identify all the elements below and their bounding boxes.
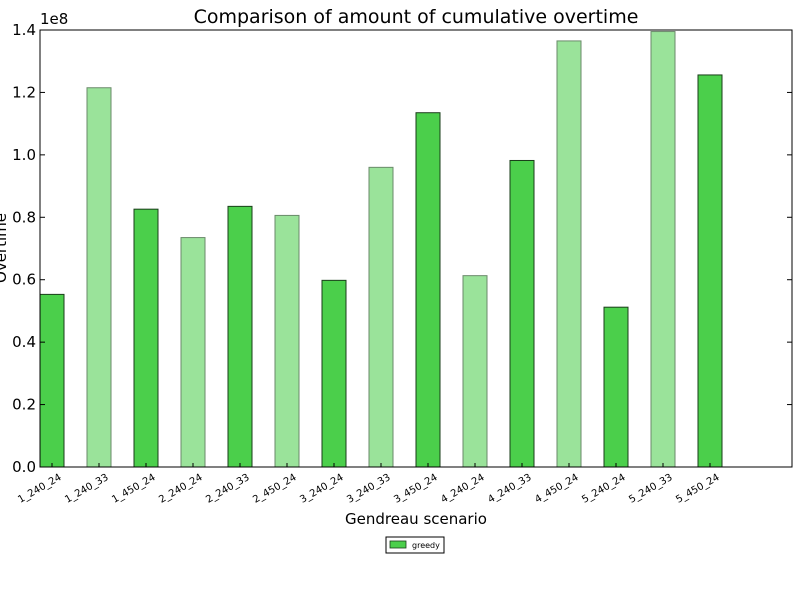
x-tick-label: 2_450_24 <box>251 472 298 506</box>
y-tick-label: 0.6 <box>12 271 36 289</box>
y-ticks-group: 0.0 0.2 0.4 0.6 0.8 1.0 1.2 1.4 <box>12 21 792 476</box>
x-tick-label: 1_240_33 <box>63 472 110 506</box>
bar-5_240_33 <box>650 31 676 468</box>
bar-1_450_24 <box>133 208 159 468</box>
x-tick-label: 1_240_24 <box>16 472 63 506</box>
bar-1_240_24 <box>39 293 65 468</box>
y-tick-label: 1.0 <box>12 146 36 164</box>
x-ticks-group: 1_240_24 1_240_33 1_450_24 2_240_24 2_240_33… <box>16 463 722 506</box>
bar-2_240_33 <box>227 205 253 468</box>
y-axis-label: Overtime <box>0 213 10 283</box>
y-tick-label: 0.4 <box>12 333 36 351</box>
x-tick-label: 2_240_24 <box>157 472 204 506</box>
y-offset-text: 1e8 <box>40 10 68 28</box>
x-tick-label: 5_450_24 <box>674 472 721 506</box>
legend: greedy <box>385 536 445 554</box>
y-tick-label: 1.4 <box>12 21 36 39</box>
bar-2_240_24 <box>180 237 206 468</box>
bar-4_450_24 <box>556 40 582 468</box>
y-tick-label: 0.0 <box>12 458 36 476</box>
bar-3_240_33 <box>368 166 394 468</box>
bar-3_450_24 <box>415 112 441 468</box>
y-tick-label: 0.2 <box>12 396 36 414</box>
x-tick-label: 3_240_24 <box>298 472 345 506</box>
x-tick-label: 4_240_33 <box>486 472 533 506</box>
bar-1_240_33 <box>86 87 112 468</box>
x-tick-label: 2_240_33 <box>204 472 251 506</box>
x-tick-label: 4_240_24 <box>439 472 486 506</box>
x-tick-label: 5_240_24 <box>580 472 627 506</box>
bar-5_240_24 <box>603 306 629 468</box>
plot-frame <box>39 29 793 468</box>
y-tick-label: 1.2 <box>12 83 36 101</box>
x-tick-label: 3_450_24 <box>392 472 439 506</box>
bar-4_240_24 <box>462 275 488 468</box>
bars-group <box>39 31 723 468</box>
x-tick-label: 5_240_33 <box>627 472 674 506</box>
x-tick-label: 4_450_24 <box>533 472 580 506</box>
legend-label: greedy <box>412 541 440 550</box>
x-tick-label: 1_450_24 <box>110 472 157 506</box>
chart-title: Comparison of amount of cumulative overt… <box>194 6 639 28</box>
legend-swatch <box>389 540 407 549</box>
x-axis-label: Gendreau scenario <box>345 510 487 528</box>
bar-5_450_24 <box>697 74 723 468</box>
bar-4_240_33 <box>509 159 535 468</box>
bar-3_240_24 <box>321 279 347 468</box>
x-tick-label: 3_240_33 <box>345 472 392 506</box>
bar-2_450_24 <box>274 214 300 468</box>
y-tick-label: 0.8 <box>12 208 36 226</box>
